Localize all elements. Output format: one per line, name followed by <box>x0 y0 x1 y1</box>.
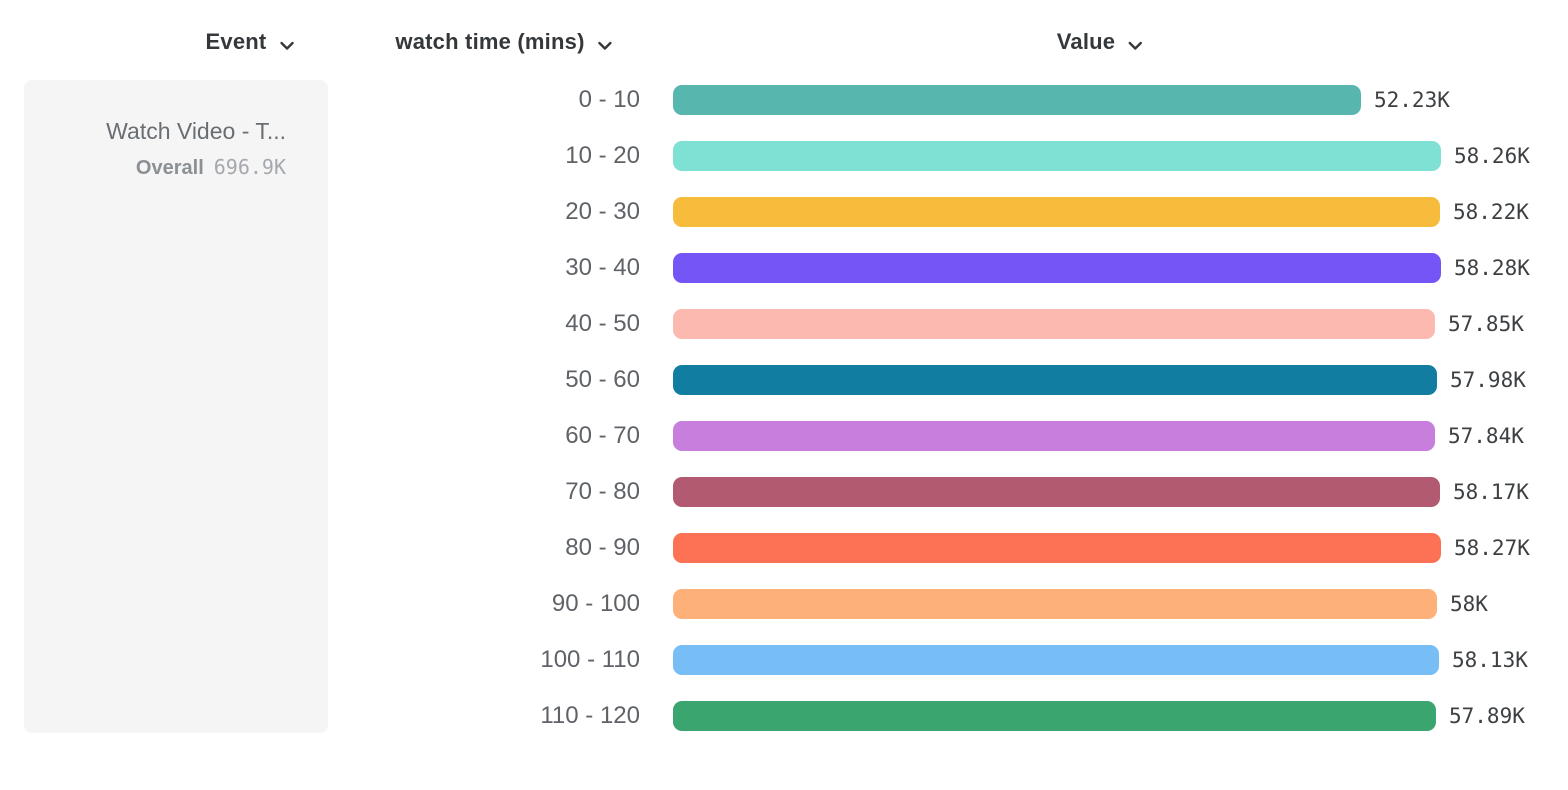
value-label: 52.23K <box>1374 88 1450 112</box>
chart-row: 90 - 100 58K <box>0 589 1568 619</box>
value-label: 57.89K <box>1449 704 1525 728</box>
value-bar[interactable] <box>673 533 1441 563</box>
chart-row: 20 - 30 58.22K <box>0 197 1568 227</box>
overall-label: Overall <box>135 157 204 179</box>
value-label: 58.13K <box>1452 648 1528 672</box>
column-header-breakdown[interactable]: watch time (mins) <box>395 24 612 60</box>
value-bar[interactable] <box>673 309 1435 339</box>
bucket-label: 60 - 70 <box>565 422 640 449</box>
column-header-breakdown-label: watch time (mins) <box>395 29 585 54</box>
bucket-label: 80 - 90 <box>565 534 640 561</box>
value-bar[interactable] <box>673 365 1437 395</box>
value-label: 58.28K <box>1454 256 1530 280</box>
value-bar[interactable] <box>673 141 1441 171</box>
event-title: Watch Video - T... <box>106 118 286 144</box>
event-card[interactable]: Watch Video - T... Overall 696.9K <box>24 80 328 733</box>
column-header-event[interactable]: Event <box>206 24 295 60</box>
value-label: 57.84K <box>1448 424 1524 448</box>
value-bar[interactable] <box>673 477 1440 507</box>
value-bar[interactable] <box>673 589 1437 619</box>
chart-row: 60 - 70 57.84K <box>0 421 1568 451</box>
bucket-label: 110 - 120 <box>540 702 640 729</box>
value-bar[interactable] <box>673 197 1440 227</box>
bucket-label: 100 - 110 <box>540 646 640 673</box>
chart-row: 50 - 60 57.98K <box>0 365 1568 395</box>
value-label: 58.17K <box>1453 480 1529 504</box>
value-label: 58.27K <box>1454 536 1530 560</box>
column-header-event-label: Event <box>205 29 267 54</box>
chart-row: 0 - 10 52.23K <box>0 85 1568 115</box>
chart-row: 40 - 50 57.85K <box>0 309 1568 339</box>
chart-row: 110 - 120 57.89K <box>0 701 1568 731</box>
value-label: 58.26K <box>1454 144 1530 168</box>
column-header-value-label: Value <box>1056 29 1116 54</box>
event-overall-row: Overall 696.9K <box>24 155 286 180</box>
bucket-label: 90 - 100 <box>551 590 640 617</box>
chart-row: 80 - 90 58.27K <box>0 533 1568 563</box>
value-bar[interactable] <box>673 253 1441 283</box>
column-header-value[interactable]: Value <box>1057 24 1143 60</box>
chart-row: 70 - 80 58.17K <box>0 477 1568 507</box>
chevron-down-icon <box>279 31 294 57</box>
bucket-label: 10 - 20 <box>565 142 640 169</box>
value-label: 58K <box>1450 592 1488 616</box>
value-label: 57.85K <box>1448 312 1524 336</box>
value-bar[interactable] <box>673 645 1439 675</box>
bucket-label: 40 - 50 <box>565 310 640 337</box>
value-label: 58.22K <box>1453 200 1529 224</box>
bucket-label: 50 - 60 <box>565 366 640 393</box>
bucket-label: 20 - 30 <box>565 198 640 225</box>
chevron-down-icon <box>1128 31 1143 57</box>
value-label: 57.98K <box>1450 368 1526 392</box>
value-bar[interactable] <box>673 85 1361 115</box>
chart-row: 10 - 20 58.26K <box>0 141 1568 171</box>
bucket-label: 30 - 40 <box>565 254 640 281</box>
overall-value: 696.9K <box>213 155 286 179</box>
chevron-down-icon <box>598 31 613 57</box>
value-bar[interactable] <box>673 701 1436 731</box>
bucket-label: 0 - 10 <box>578 86 640 113</box>
chart-row: 30 - 40 58.28K <box>0 253 1568 283</box>
chart-row: 100 - 110 58.13K <box>0 645 1568 675</box>
value-bar[interactable] <box>673 421 1435 451</box>
bucket-label: 70 - 80 <box>565 478 640 505</box>
